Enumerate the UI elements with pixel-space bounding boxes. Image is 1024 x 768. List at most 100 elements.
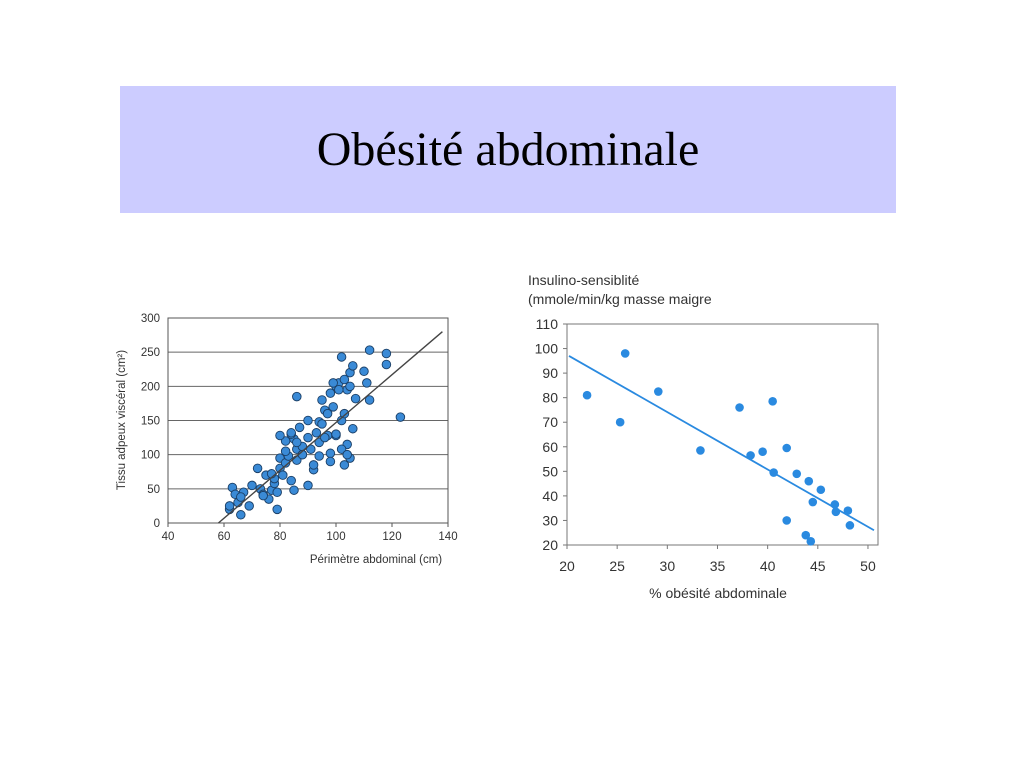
c1-data-point <box>325 388 336 398</box>
c1-data-point <box>308 460 319 470</box>
c2-data-point <box>808 497 818 507</box>
c2-y-tick-label: 80 <box>542 390 558 406</box>
c2-data-point <box>758 447 767 456</box>
c2-data-point <box>792 469 802 479</box>
c2-data-point <box>582 390 592 400</box>
c2-y-ticks: 20 30 40 50 60 70 80 90 100 110 <box>535 316 567 553</box>
c1-data-point <box>325 456 336 467</box>
c1-data-point <box>252 463 263 474</box>
c2-data-point <box>615 417 625 427</box>
c1-plot-frame <box>167 317 449 524</box>
c2-data-point <box>816 485 826 495</box>
c1-data-point <box>275 430 285 441</box>
c1-data-point <box>328 402 338 412</box>
c1-data-point <box>359 366 369 377</box>
c1-y-tick-label: 100 <box>141 450 160 462</box>
c1-y-tick-label: 200 <box>141 381 160 393</box>
c2-y-tick-label: 20 <box>542 537 558 553</box>
c2-x-tick-label: 25 <box>609 558 625 574</box>
c1-data-point <box>320 432 330 443</box>
c1-data-point <box>272 504 282 515</box>
title-band: Obésité abdominale <box>120 86 896 213</box>
c2-data-point <box>782 516 792 525</box>
c1-x-axis-label: Périmètre abdominal (cm) <box>310 554 442 566</box>
c2-data-point <box>845 521 855 530</box>
chart-visceral-fat: 0 50 100 150 200 250 300 40 60 80 100 120 140 Périm… <box>116 313 458 566</box>
c1-data-point <box>278 470 288 480</box>
chart-insulin-sensitivity: Insulino-sensiblité (mmole/min/kg masse … <box>528 272 879 601</box>
c1-x-tick-label: 40 <box>162 531 175 543</box>
c1-data-point <box>258 490 268 501</box>
c1-x-tick-label: 80 <box>274 531 287 543</box>
slide-title: Obésité abdominale <box>316 123 700 176</box>
c1-data-point <box>362 378 372 388</box>
c1-data-point <box>381 359 392 370</box>
c1-x-tick-label: 60 <box>218 531 231 543</box>
c2-data-point <box>620 349 630 358</box>
c1-data-point <box>289 485 299 495</box>
c2-y-tick-label: 40 <box>542 488 558 504</box>
c2-points <box>582 349 855 546</box>
c2-data-point <box>746 451 755 460</box>
c1-x-tick-label: 100 <box>326 531 345 543</box>
c1-x-ticks: 40 60 80 100 120 140 <box>162 523 458 543</box>
c2-data-point <box>653 387 663 396</box>
c2-x-tick-label: 50 <box>860 558 876 574</box>
c1-points <box>224 345 406 520</box>
c1-y-tick-label: 250 <box>141 347 160 359</box>
c2-data-point <box>769 468 778 477</box>
c1-data-point <box>339 408 350 419</box>
c1-data-point <box>303 432 313 443</box>
c1-data-point <box>328 378 338 388</box>
c1-y-tick-label: 150 <box>141 416 160 428</box>
c1-data-point <box>247 480 257 491</box>
c1-data-point <box>303 415 313 426</box>
c1-data-point <box>336 444 347 454</box>
c2-y-tick-label: 70 <box>542 414 558 430</box>
c2-data-point <box>830 500 840 509</box>
c1-data-point <box>342 449 352 460</box>
c1-data-point <box>336 352 347 362</box>
c1-data-point <box>317 395 327 405</box>
c2-data-point <box>843 506 853 515</box>
c1-data-point <box>286 475 296 486</box>
c1-data-point <box>317 419 327 429</box>
c1-data-point <box>325 448 336 459</box>
c1-data-point <box>339 374 350 385</box>
c1-y-tick-label: 0 <box>154 518 160 530</box>
c1-data-point <box>322 408 333 419</box>
c1-x-tick-label: 120 <box>382 531 401 543</box>
c2-data-point <box>806 537 816 546</box>
c2-data-point <box>804 476 814 486</box>
c2-x-tick-label: 35 <box>710 558 726 574</box>
c1-data-point <box>280 436 291 446</box>
c1-data-point <box>348 423 358 434</box>
c2-plot-frame <box>566 323 879 546</box>
c2-data-point <box>831 507 841 517</box>
c2-data-point <box>801 530 811 540</box>
c1-data-point <box>381 348 392 359</box>
c2-y-tick-label: 30 <box>542 512 558 528</box>
c2-title-line-2: (mmole/min/kg masse maigre <box>528 291 712 307</box>
c2-title-line-1: Insulino-sensiblité <box>528 272 639 288</box>
c2-y-tick-label: 100 <box>535 341 559 357</box>
c1-data-point <box>364 345 375 355</box>
c1-data-point <box>292 437 302 448</box>
c1-data-point <box>364 395 375 405</box>
c1-data-point <box>286 428 296 438</box>
c2-x-tick-label: 45 <box>810 558 826 574</box>
c1-data-point <box>224 501 235 511</box>
c1-data-point <box>334 385 344 395</box>
c2-x-axis-label: % obésité abdominale <box>649 585 787 601</box>
c1-y-ticks: 0 50 100 150 200 250 300 <box>141 313 160 530</box>
c2-y-tick-label: 110 <box>536 316 559 332</box>
c1-data-point <box>395 412 406 422</box>
c2-x-tick-label: 40 <box>760 558 776 574</box>
c1-data-point <box>292 391 302 402</box>
c2-trendline <box>568 355 875 532</box>
c1-data-point <box>294 422 305 433</box>
c2-data-point <box>735 403 744 412</box>
c2-data-point <box>768 397 777 406</box>
c1-data-point <box>339 460 350 470</box>
